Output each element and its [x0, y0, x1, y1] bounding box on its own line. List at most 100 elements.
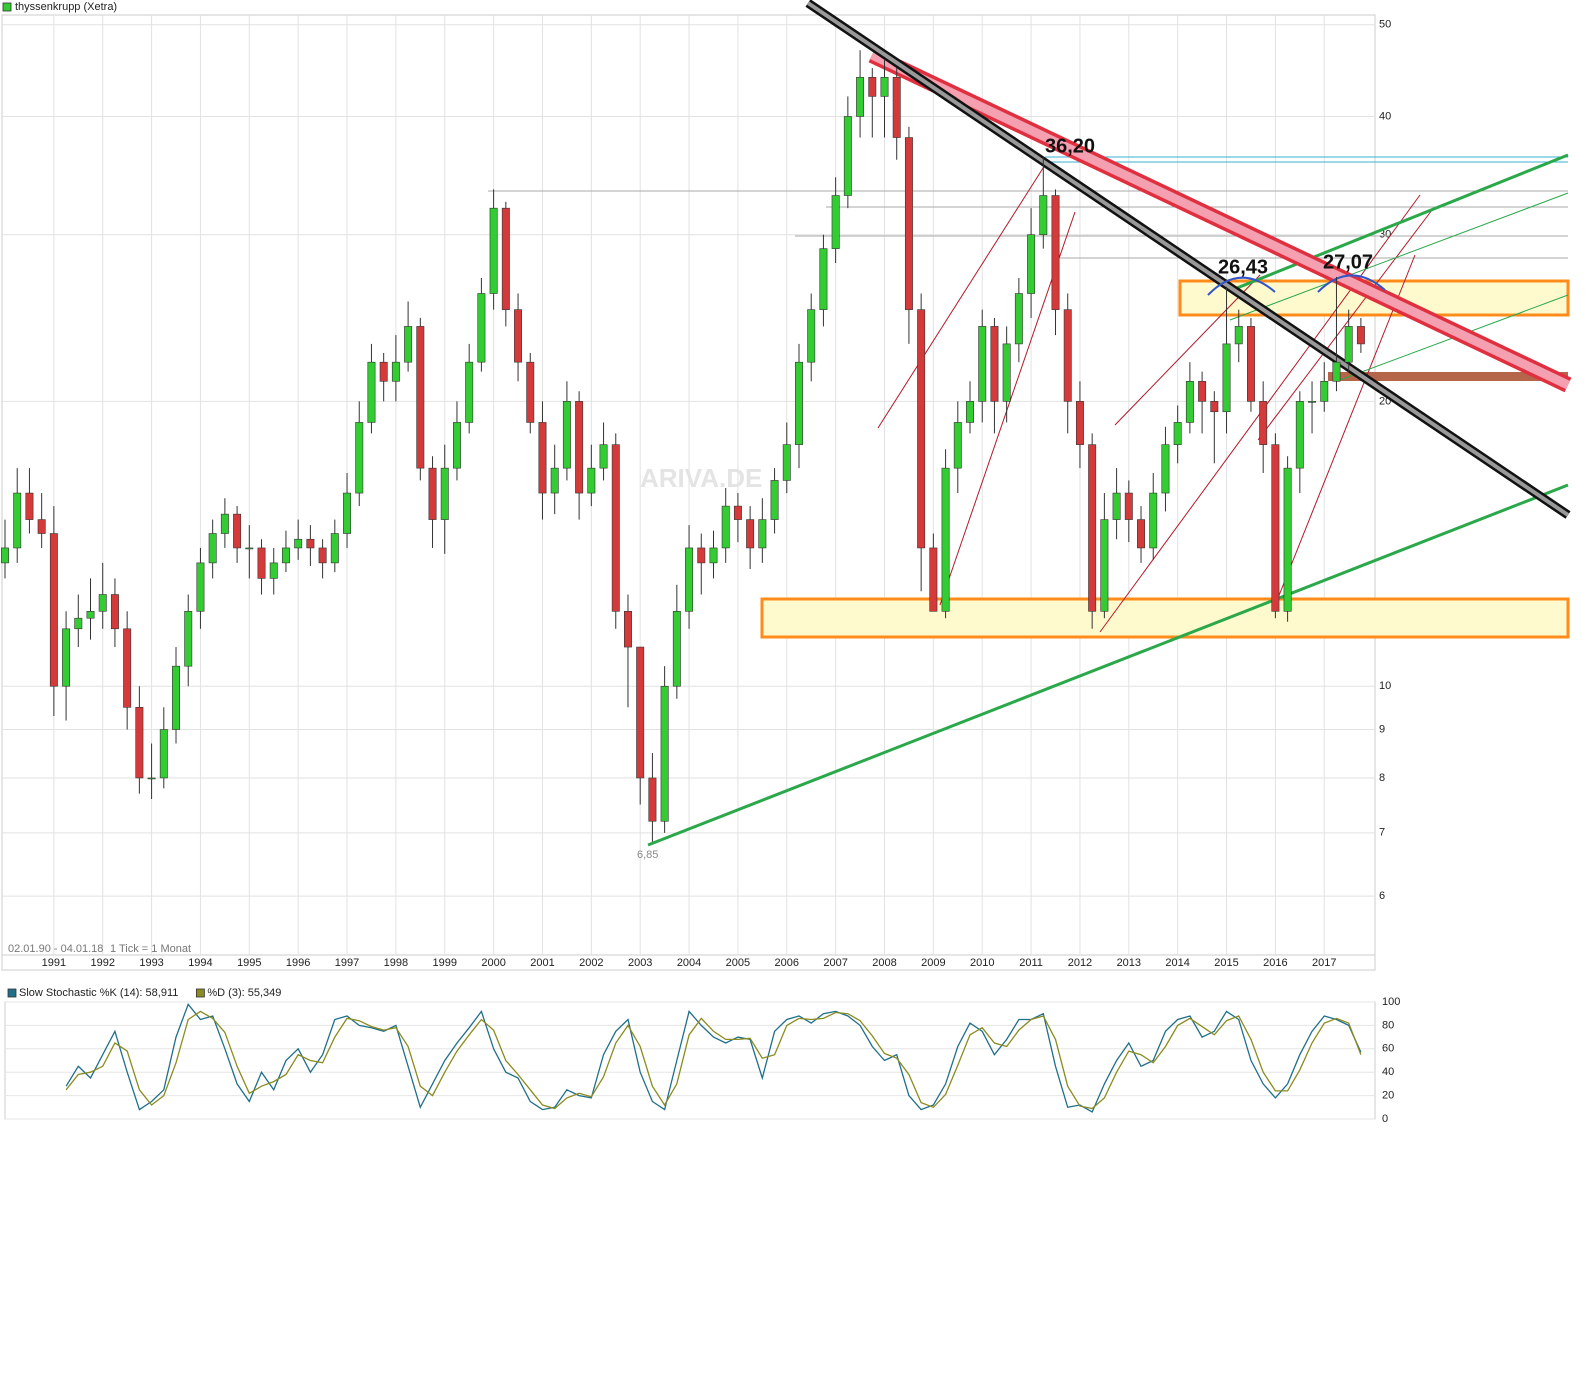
candle-body [318, 547, 327, 564]
stoch-line [65, 1002, 1362, 1113]
y-tick-label: 50 [1379, 19, 1391, 31]
candle-body [587, 467, 596, 494]
x-tick-label: 2006 [775, 957, 799, 969]
candle-body [843, 116, 852, 196]
trend-line [1231, 153, 1569, 292]
candle-body [929, 547, 938, 612]
candle-body [281, 547, 290, 564]
tick-note: 1 Tick = 1 Monat [110, 943, 191, 955]
support-zone [760, 597, 1570, 639]
annotation: 6,85 [637, 849, 658, 861]
title-swatch [2, 2, 12, 12]
candle-body [709, 547, 718, 564]
trend-line [1229, 192, 1569, 321]
candle-body [941, 467, 950, 612]
candle-body [1295, 401, 1304, 469]
y-tick-label: 8 [1379, 772, 1385, 784]
candle-body [1014, 293, 1023, 345]
candle-body [660, 685, 669, 822]
candle-body [758, 519, 767, 549]
x-tick-label: 2010 [970, 957, 994, 969]
x-tick-label: 1991 [42, 957, 66, 969]
candle-body [49, 533, 58, 687]
candle-body [428, 467, 437, 520]
candle-body [721, 505, 730, 549]
candle-body [147, 777, 156, 780]
candle-body [1161, 444, 1170, 494]
channel-line [1114, 274, 1261, 426]
x-tick-label: 2007 [823, 957, 847, 969]
candle-body [856, 76, 865, 117]
resistance-band-fill [870, 50, 1570, 390]
candle-body [404, 326, 413, 363]
candle-body [917, 309, 926, 549]
candle-body [62, 628, 71, 687]
candle-body [1185, 380, 1194, 423]
candle-body [343, 492, 351, 534]
candle-body [294, 538, 303, 549]
candle-body [1063, 309, 1072, 402]
x-tick-label: 1992 [90, 957, 114, 969]
candle-body [1320, 380, 1329, 402]
x-tick-label: 1993 [139, 957, 163, 969]
candle-body [1112, 492, 1121, 520]
candle-body [746, 519, 755, 549]
candle-body [1344, 326, 1353, 363]
candle-body [1002, 343, 1011, 402]
candle-body [990, 326, 999, 402]
y-tick-label: 7 [1379, 827, 1385, 839]
candle-body [13, 492, 22, 549]
candle-body [1259, 401, 1268, 445]
trend-line [647, 483, 1569, 847]
channel-line [1277, 254, 1416, 599]
x-tick-label: 2011 [1019, 957, 1043, 969]
candle-body [135, 707, 144, 779]
annotation: 26,43 [1218, 256, 1268, 278]
y-tick-label: 20 [1382, 1090, 1394, 1102]
candle-body [257, 547, 266, 579]
candle-body [892, 76, 901, 138]
x-tick-label: 2016 [1263, 957, 1287, 969]
channel-line [877, 164, 1046, 429]
candle-body [1234, 326, 1243, 345]
x-tick-label: 2001 [530, 957, 554, 969]
drawings [488, 0, 1572, 847]
x-tick-label: 2013 [1117, 957, 1141, 969]
candle-body [86, 610, 95, 619]
candle-body [978, 326, 987, 402]
candle-body [465, 361, 474, 423]
arc-mark [1317, 274, 1386, 293]
candle-body [831, 195, 840, 249]
candle-body [953, 422, 962, 469]
x-tick-label: 1994 [188, 957, 212, 969]
candle-body [538, 422, 547, 494]
candle-body [562, 401, 571, 469]
candle-body [25, 492, 34, 520]
x-tick-label: 1997 [335, 957, 359, 969]
candle-body [1222, 343, 1231, 413]
candle-body [1100, 519, 1109, 612]
x-axis-band [1, 954, 1376, 971]
candle-body [98, 594, 107, 612]
legend-label: Slow Stochastic %K (14): 58,911 [19, 987, 178, 999]
candle-body [477, 293, 486, 363]
stoch-line [65, 1010, 1362, 1110]
candle-body [1075, 401, 1084, 445]
y-tick-label: 40 [1379, 110, 1391, 122]
channel-line [1257, 209, 1433, 441]
candle-body [196, 562, 205, 612]
legend-label: %D (3): 55,349 [207, 987, 281, 999]
candle-body [245, 547, 254, 550]
candle-body [391, 361, 400, 382]
candle-body [489, 207, 498, 294]
candle-body [208, 533, 217, 564]
chart-title: thyssenkrupp (Xetra) [15, 1, 117, 13]
candle-body [37, 519, 46, 534]
candle-body [526, 361, 535, 423]
x-tick-label: 1996 [286, 957, 310, 969]
candle-body [1332, 361, 1341, 382]
x-tick-label: 2017 [1312, 957, 1336, 969]
y-tick-label: 80 [1382, 1019, 1394, 1031]
